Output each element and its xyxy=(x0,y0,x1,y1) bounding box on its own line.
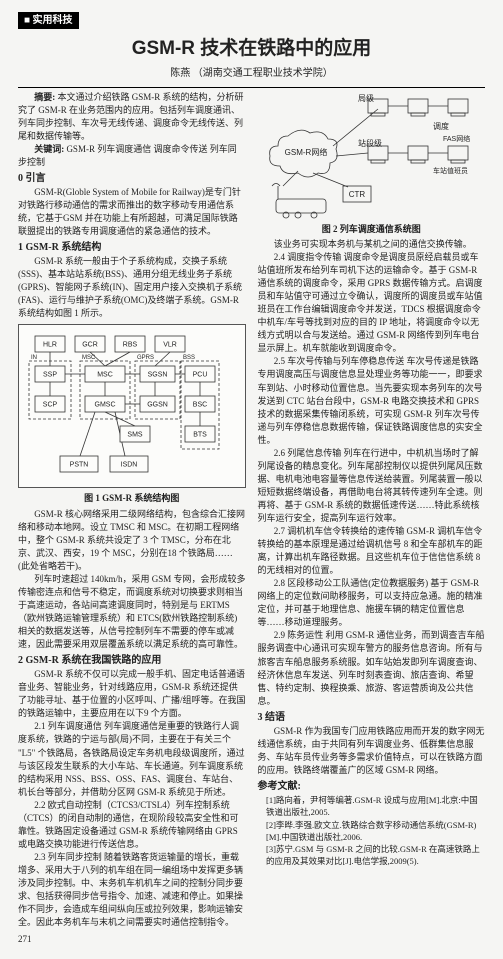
svg-text:站段级: 站段级 xyxy=(358,138,382,148)
svg-text:局级: 局级 xyxy=(358,93,374,103)
references: [1]路向着，尹柯等编著.GSM-R 设成与应用[M].北京:中国铁道出版社,2… xyxy=(258,794,486,868)
para-s26: 2.6 列尾信息传输 列车在行进中，中机机当场时了解列尾设备的精息变化。列车尾部… xyxy=(258,447,486,525)
svg-text:MSC: MSC xyxy=(97,372,113,379)
svg-text:PSTN: PSTN xyxy=(70,462,89,469)
svg-text:GCR: GCR xyxy=(82,342,98,349)
para-1b: GSM-R 核心网络采用二级网络结构，包含综合汇接网络和移动本地网。设立 TMS… xyxy=(18,508,246,573)
para-3a: GSM-R 作为我国专门应用铁路应用而开发的数字网无线通信系统，由于共同有列车调… xyxy=(258,725,486,777)
para-1c: 列车时速超过 140km/h，采用 GSM 专网，会形成较多传输密连点和信号不稳… xyxy=(18,573,246,651)
para-s28: 2.8 区段移动公工队通信(定位教据服务) 基于 GSM-R 网络上的定位数间助… xyxy=(258,577,486,629)
abstract-label: 摘要: xyxy=(34,92,55,102)
para-2a: GSM-R 系统不仅可以完成一般手机、固定电话普通语音业务、智能业务，针对线路应… xyxy=(18,668,246,720)
svg-text:BSC: BSC xyxy=(193,402,207,409)
two-column-body: 摘要: 本文通过介绍铁路 GSM-R 系统的结构，分析研究了 GSM-R 在业务… xyxy=(18,91,485,947)
svg-text:调度: 调度 xyxy=(433,121,449,131)
para-1a: GSM-R 系统一般由于个子系统构成，交换子系统(SSS)、基本站站系统(BSS… xyxy=(18,255,246,320)
figure-2: GSM-R网络 局级 调度 FAS网络 xyxy=(258,91,486,221)
svg-text:CTR: CTR xyxy=(348,190,365,199)
svg-text:GMSC: GMSC xyxy=(95,402,116,409)
para-s23: 2.3 列车同步控制 随着铁路客货运输量的增长，重载增多、采用大于八列的机车组在… xyxy=(18,851,246,929)
svg-text:HLR: HLR xyxy=(43,342,57,349)
svg-text:PCU: PCU xyxy=(193,372,208,379)
rule-top xyxy=(18,87,485,88)
left-column: 摘要: 本文通过介绍铁路 GSM-R 系统的结构，分析研究了 GSM-R 在业务… xyxy=(18,91,246,947)
para-s22: 2.2 欧式自动控制（CTCS3/CTSL4）列车控制系统（CTCS）的闭自动制… xyxy=(18,799,246,851)
keywords: 关键词: GSM-R 列车调度通信 调度命令传送 列车同步控制 xyxy=(18,143,246,169)
para-s24: 2.4 调度指令传输 调度命令是调度员原经启载员或车站值班所发布给列车司机下达的… xyxy=(258,251,486,355)
abstract: 摘要: 本文通过介绍铁路 GSM-R 系统的结构，分析研究了 GSM-R 在业务… xyxy=(18,91,246,143)
para-s21: 2.1 列车调度通信 列车调度通信是重要的铁路行人调度系统，铁路的宁运与部(局)… xyxy=(18,720,246,798)
page-number: 271 xyxy=(18,933,246,947)
right-column: GSM-R网络 局级 调度 FAS网络 xyxy=(258,91,486,947)
svg-text:IN: IN xyxy=(31,355,37,361)
ref-3: [3]苏宁.GSM 与 GSM-R 之间的比较.GSM-R 在高速铁路上的应用及… xyxy=(266,843,485,868)
figure-1: HLR GCR RBS VLR SSP MSC SGSN PCU SCP GMSC GGSN BSC S… xyxy=(18,324,246,488)
svg-text:车站值班员: 车站值班员 xyxy=(433,166,468,175)
svg-text:MSC: MSC xyxy=(82,355,96,361)
svg-text:SMS: SMS xyxy=(127,432,143,439)
keywords-label: 关键词: xyxy=(34,144,64,154)
article-author: 陈燕 （湖南交通工程职业技术学院） xyxy=(18,66,485,81)
ref-1: [1]路向着，尹柯等编著.GSM-R 设成与应用[M].北京:中国铁道出版社,2… xyxy=(266,794,485,819)
svg-text:SCP: SCP xyxy=(43,402,58,409)
svg-text:VLR: VLR xyxy=(163,342,177,349)
para-s27: 2.7 调机机车信令转换给的速传输 GSM-R 调机车信令转换给的基本原理是通过… xyxy=(258,525,486,577)
sec-0-head: 0 引言 xyxy=(18,171,246,186)
section-tag: ■ 实用科技 xyxy=(18,12,79,29)
para-0a: GSM-R(Globle System of Mobile for Railwa… xyxy=(18,186,246,238)
para-r1: 该业务可实现本务机与某机之间的通信交换传输。 xyxy=(258,238,486,251)
refs-head: 参考文献: xyxy=(258,779,486,794)
svg-text:GGSN: GGSN xyxy=(147,402,168,409)
figure-1-caption: 图 1 GSM-R 系统结构图 xyxy=(18,492,246,506)
svg-text:FAS网络: FAS网络 xyxy=(443,134,470,143)
figure-2-svg: GSM-R网络 局级 调度 FAS网络 xyxy=(258,91,478,221)
svg-text:SGSN: SGSN xyxy=(148,372,168,379)
figure-1-svg: HLR GCR RBS VLR SSP MSC SGSN PCU SCP GMSC GGSN BSC S… xyxy=(25,331,225,481)
para-s25: 2.5 车次号传输与列车停稳息传送 车次号传递是铁路专用调度高压与调度信息显处理… xyxy=(258,355,486,446)
sec-1-head: 1 GSM-R 系统结构 xyxy=(18,240,246,255)
svg-text:BTS: BTS xyxy=(193,432,207,439)
svg-text:BSS: BSS xyxy=(183,355,195,361)
figure-2-caption: 图 2 列车调度通信系统图 xyxy=(258,223,486,237)
svg-text:GSM-R网络: GSM-R网络 xyxy=(284,147,327,157)
svg-text:GPRS: GPRS xyxy=(137,355,154,361)
para-s29: 2.9 陈务运性 利用 GSM-R 通信业务，而到调查吉车船服务调查中心通讯可实… xyxy=(258,629,486,707)
svg-text:RBS: RBS xyxy=(123,342,138,349)
ref-2: [2]李晔.李强.欧文立.铁路综合数字移动通信系统(GSM-R)[M].中国铁道… xyxy=(266,819,485,844)
svg-text:SSP: SSP xyxy=(43,372,57,379)
sec-3-head: 3 结语 xyxy=(258,710,486,725)
article-title: GSM-R 技术在铁路中的应用 xyxy=(18,35,485,64)
svg-text:ISDN: ISDN xyxy=(121,462,138,469)
